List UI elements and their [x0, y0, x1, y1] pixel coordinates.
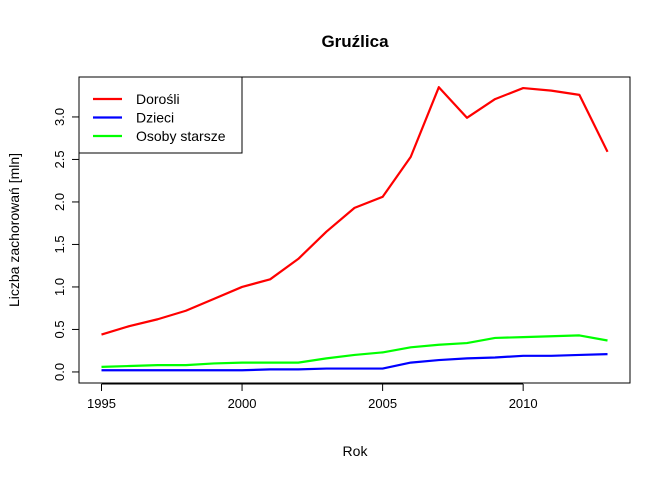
chart-title: Gruźlica: [321, 32, 389, 51]
x-axis-title: Rok: [343, 443, 369, 459]
series-line-0: [101, 86, 609, 336]
x-axis: 1995 2000 2005 2010: [87, 383, 538, 411]
x-tick-label-1: 2000: [228, 396, 257, 411]
legend: Dorośli Dzieci Osoby starsze: [78, 76, 243, 154]
series-line-1: [101, 353, 608, 372]
legend-box: [78, 76, 243, 154]
x-tick-label-3: 2010: [509, 396, 538, 411]
legend-label-1: Dzieci: [136, 110, 174, 126]
legend-label-0: Dorośli: [136, 91, 180, 107]
series-line-2: [101, 334, 608, 368]
y-tick-label-4: 2.0: [52, 193, 67, 211]
y-axis: 0.0 0.5 1.0 1.5 2.0 2.5 3.0: [52, 108, 80, 381]
y-tick-label-5: 2.5: [52, 150, 67, 168]
y-tick-label-0: 0.0: [52, 363, 67, 381]
x-tick-label-0: 1995: [87, 396, 116, 411]
y-tick-label-6: 3.0: [52, 108, 67, 126]
x-tick-label-2: 2005: [368, 396, 397, 411]
legend-label-2: Osoby starsze: [136, 128, 226, 144]
series-layer: [101, 86, 609, 372]
y-axis-title: Liczba zachorowań [mln]: [6, 153, 22, 307]
y-tick-label-1: 0.5: [52, 320, 67, 338]
y-tick-label-2: 1.0: [52, 278, 67, 296]
y-tick-label-3: 1.5: [52, 235, 67, 253]
